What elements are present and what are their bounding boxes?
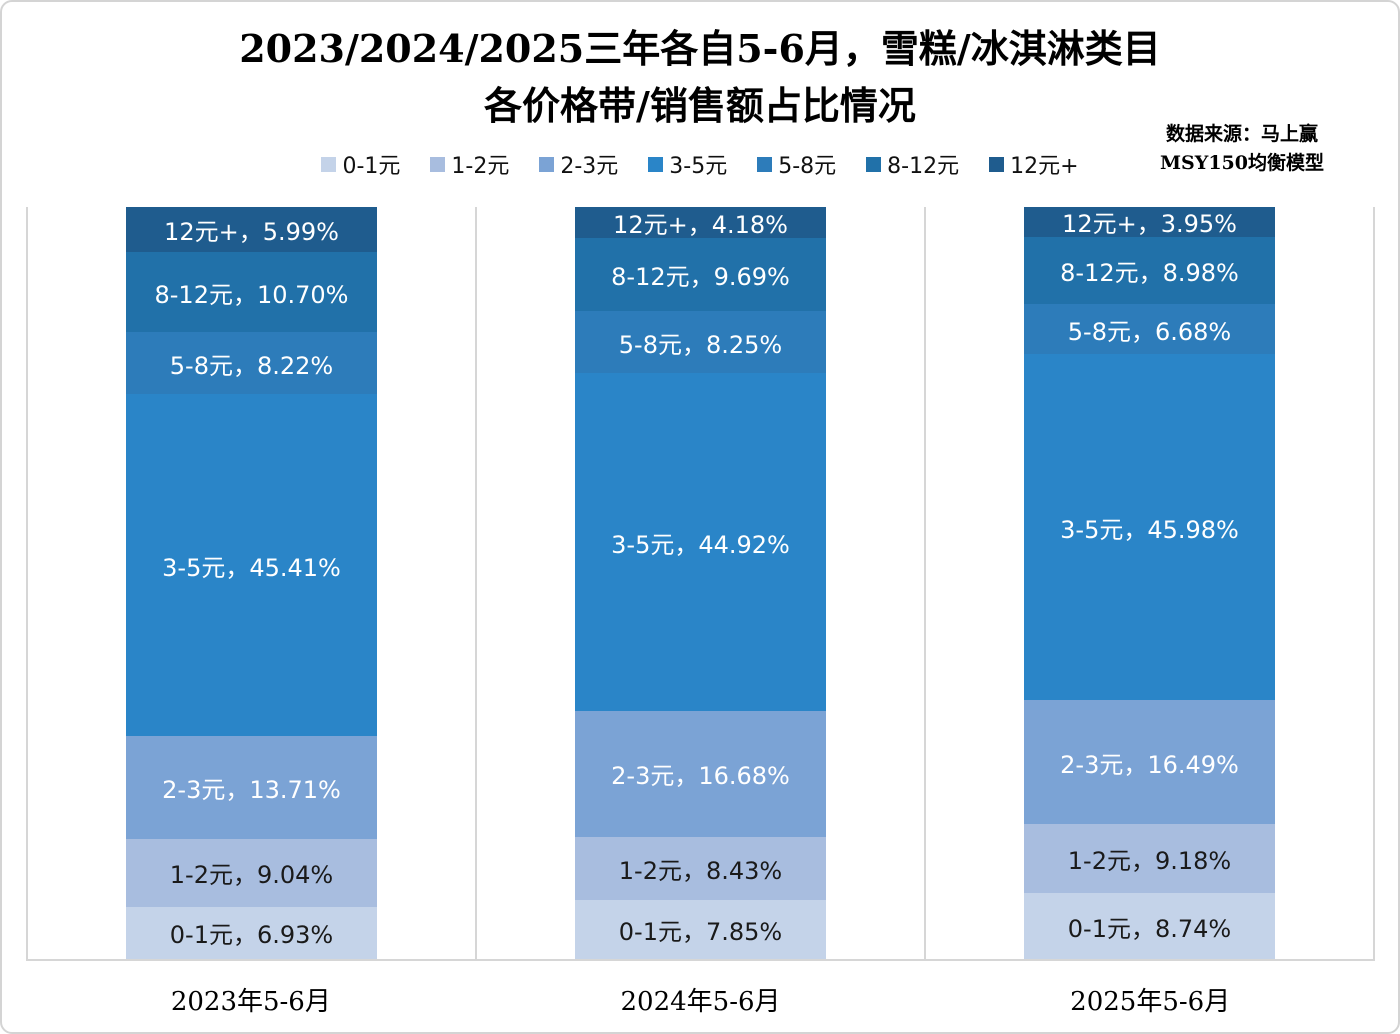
chart-panel-3: 12元+，3.95% 8-12元，8.98% 5-8元，6.68% 3-5元，45.9… (924, 207, 1373, 959)
legend-swatch-icon (866, 156, 882, 172)
bar-segment-8-12元: 8-12元，9.69% (575, 238, 826, 312)
segment-label: 12元+，5.99% (164, 218, 339, 247)
chart-title-line1: 2023/2024/2025三年各自5-6月，雪糕/冰淇淋类目 (239, 26, 1161, 71)
legend-item-12元+: 12元+ (989, 148, 1079, 180)
legend-swatch-icon (539, 156, 555, 172)
legend-label: 12元+ (1010, 154, 1079, 179)
legend-label: 8-12元 (887, 154, 960, 179)
segment-label: 8-12元，8.98% (1060, 258, 1239, 287)
bar-segment-3-5元: 3-5元，44.92% (575, 373, 826, 712)
segment-label: 2-3元，13.71% (162, 775, 341, 804)
segment-label: 1-2元，9.04% (169, 861, 334, 890)
data-source-line2: MSY150均衡模型 (1160, 152, 1324, 174)
bar-segment-1-2元: 1-2元，9.04% (126, 838, 377, 907)
legend-label: 3-5元 (669, 154, 728, 179)
plot-area: 12元+，5.99% 8-12元，10.70% 5-8元，8.22% 3-5元，45.… (26, 207, 1375, 961)
segment-label: 0-1元，8.74% (1067, 914, 1232, 943)
segment-label: 12元+，4.18% (613, 211, 788, 240)
segment-label: 8-12元，10.70% (154, 280, 349, 309)
segment-label: 2-3元，16.49% (1060, 750, 1239, 779)
segment-label: 0-1元，6.93% (169, 921, 334, 950)
data-source-line1: 数据来源：马上赢 (1165, 123, 1318, 145)
bar-segment-12元+: 12元+，5.99% (126, 207, 377, 253)
bar-segment-8-12元: 8-12元，8.98% (1024, 236, 1275, 305)
chart-title-line2: 各价格带/销售额占比情况 (484, 83, 916, 128)
segment-label: 3-5元，45.98% (1060, 515, 1239, 544)
bar-segment-0-1元: 0-1元，7.85% (575, 899, 826, 959)
legend-swatch-icon (648, 156, 664, 172)
x-axis-labels: 2023年5-6月 2024年5-6月 2025年5-6月 (26, 981, 1375, 1018)
segment-label: 5-8元，6.68% (1067, 317, 1232, 346)
segment-label: 3-5元，44.92% (611, 530, 790, 559)
bar-segment-12元+: 12元+，4.18% (575, 207, 826, 240)
chart-panel-2: 12元+，4.18% 8-12元，9.69% 5-8元，8.25% 3-5元，44.9… (475, 207, 924, 959)
segment-label: 1-2元，9.18% (1067, 847, 1232, 876)
bar-segment-5-8元: 5-8元，6.68% (1024, 304, 1275, 355)
bar-segment-8-12元: 8-12元，10.70% (126, 252, 377, 333)
segment-label: 3-5元，45.41% (162, 553, 341, 582)
legend-label: 1-2元 (451, 154, 510, 179)
bar-segment-12元+: 12元+，3.95% (1024, 207, 1275, 239)
bar-segment-2-3元: 2-3元，16.68% (575, 711, 826, 837)
segment-label: 8-12元，9.69% (611, 263, 790, 292)
bar-segment-0-1元: 0-1元，8.74% (1024, 893, 1275, 959)
stacked-bar-2024年5-6月: 12元+，4.18% 8-12元，9.69% 5-8元，8.25% 3-5元，44.9… (575, 207, 826, 959)
bar-segment-3-5元: 3-5元，45.98% (1024, 354, 1275, 701)
segment-label: 5-8元，8.25% (618, 330, 783, 359)
legend-swatch-icon (989, 156, 1005, 172)
bar-segment-2-3元: 2-3元，16.49% (1024, 700, 1275, 825)
legend: 0-1元 1-2元 2-3元 3-5元 5-8元 8-12元 12元+ (2, 148, 1398, 180)
legend-item-1-2元: 1-2元 (430, 148, 509, 180)
legend-label: 0-1元 (342, 154, 401, 179)
bar-segment-1-2元: 1-2元，8.43% (575, 836, 826, 900)
legend-label: 5-8元 (778, 154, 837, 179)
segment-label: 5-8元，8.22% (169, 351, 334, 380)
legend-item-5-8元: 5-8元 (757, 148, 836, 180)
x-axis-label-2025年5-6月: 2025年5-6月 (1070, 987, 1231, 1017)
stacked-bar-2023年5-6月: 12元+，5.99% 8-12元，10.70% 5-8元，8.22% 3-5元，45.… (126, 207, 377, 959)
legend-item-0-1元: 0-1元 (321, 148, 400, 180)
legend-item-8-12元: 8-12元 (866, 148, 959, 180)
bar-segment-5-8元: 5-8元，8.22% (126, 332, 377, 395)
legend-swatch-icon (321, 156, 337, 172)
legend-item-2-3元: 2-3元 (539, 148, 618, 180)
legend-swatch-icon (430, 156, 446, 172)
legend-label: 2-3元 (560, 154, 619, 179)
segment-label: 2-3元，16.68% (611, 762, 790, 791)
bar-segment-5-8元: 5-8元，8.25% (575, 311, 826, 374)
data-source-note: 数据来源：马上赢 MSY150均衡模型 (1122, 120, 1362, 178)
x-axis-label-2024年5-6月: 2024年5-6月 (620, 987, 781, 1017)
legend-item-3-5元: 3-5元 (648, 148, 727, 180)
chart-panel-1: 12元+，5.99% 8-12元，10.70% 5-8元，8.22% 3-5元，45.… (26, 207, 475, 959)
x-axis-label-2023年5-6月: 2023年5-6月 (170, 987, 331, 1017)
bar-segment-3-5元: 3-5元，45.41% (126, 394, 377, 736)
chart-title: 2023/2024/2025三年各自5-6月，雪糕/冰淇淋类目 各价格带/销售额… (2, 20, 1398, 134)
bar-segment-2-3元: 2-3元，13.71% (126, 735, 377, 839)
bar-segment-1-2元: 1-2元，9.18% (1024, 824, 1275, 894)
segment-label: 12元+，3.95% (1062, 210, 1237, 239)
stacked-bar-2025年5-6月: 12元+，3.95% 8-12元，8.98% 5-8元，6.68% 3-5元，45.9… (1024, 207, 1275, 959)
segment-label: 1-2元，8.43% (618, 856, 783, 885)
segment-label: 0-1元，7.85% (618, 917, 783, 946)
bar-segment-0-1元: 0-1元，6.93% (126, 906, 377, 959)
legend-swatch-icon (757, 156, 773, 172)
